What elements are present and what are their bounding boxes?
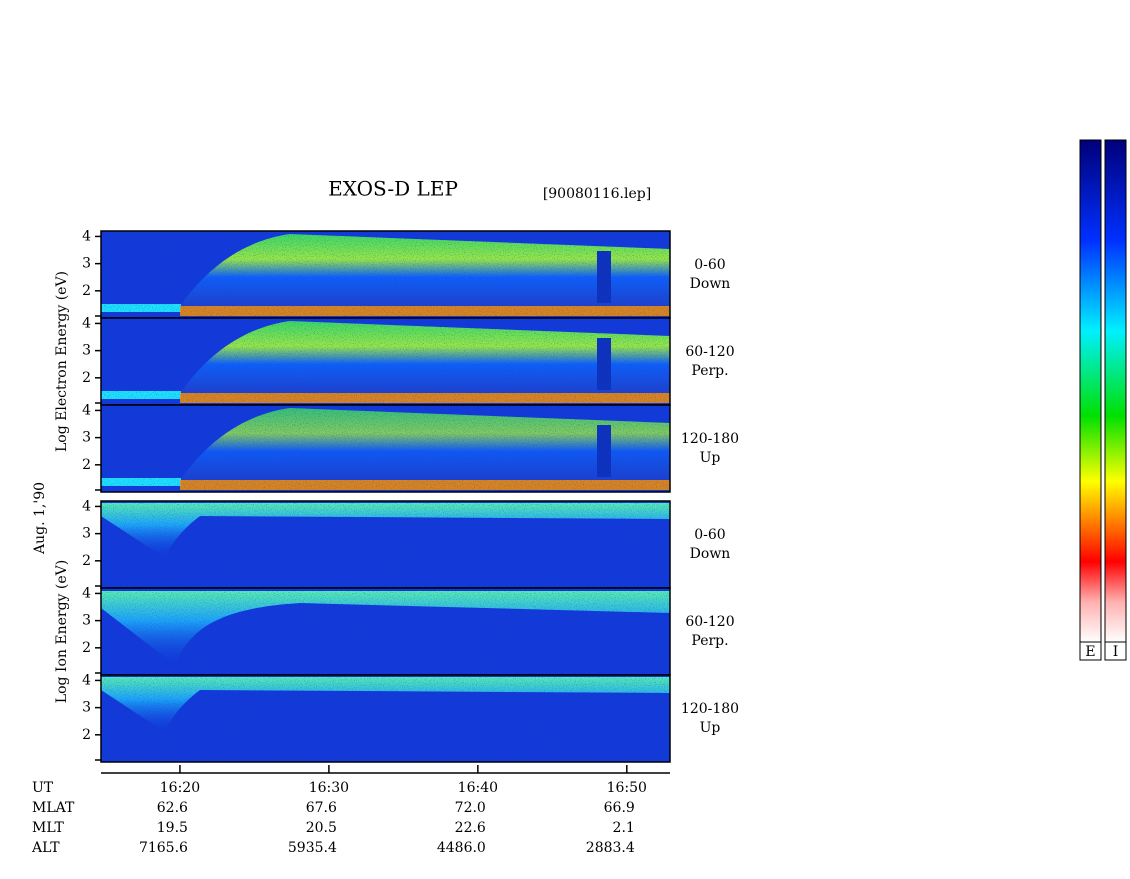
y-axis-label: Log Ion Energy (eV) [54, 560, 70, 703]
spectrogram-panel: 2 3 4 [82, 315, 671, 406]
panel-pitch-label: 120-180 [681, 431, 739, 447]
x-tick-label: 16:50 [607, 780, 647, 796]
panel-frame [100, 404, 671, 493]
spectrogram-panel: 2 3 4 [82, 228, 671, 319]
spectrogram-panel: 2 3 4 [82, 585, 671, 676]
chart-title: EXOS-D LEP [328, 177, 458, 201]
y-tick-label: 3 [82, 256, 91, 272]
noise-overlay [101, 231, 670, 318]
y-tick-label: 4 [82, 585, 91, 601]
colorbar-electron [1079, 139, 1102, 643]
panel-pitch-label: 60-120 [685, 344, 734, 360]
y-tick-label: 4 [82, 672, 91, 688]
y-tick-label: 2 [82, 553, 91, 569]
noise-overlay [101, 588, 670, 675]
panel-direction-label: Down [690, 546, 731, 562]
ephemeris-value: 72.0 [455, 800, 486, 816]
ephemeris-value: 20.5 [306, 820, 337, 836]
colorbars: E I [1079, 139, 1127, 661]
y-tick-label: 4 [82, 402, 91, 418]
y-tick-label: 3 [82, 343, 91, 359]
panel-direction-label: Up [700, 720, 721, 736]
y-axis-label: Log Electron Energy (eV) [54, 271, 70, 452]
x-axis-label: UT [32, 780, 54, 796]
panel-direction-label: Perp. [691, 363, 728, 379]
ephemeris-value: 67.6 [306, 800, 337, 816]
panel-pitch-label: 60-120 [685, 614, 734, 630]
spectrogram-panel: 2 3 4 [82, 402, 671, 493]
y-tick-label: 3 [82, 700, 91, 716]
colorbar-label-box [1079, 641, 1102, 661]
ephemeris-value: 2883.4 [586, 840, 635, 856]
panel-direction-label: Down [690, 276, 731, 292]
noise-overlay [101, 405, 670, 492]
noise-overlay [101, 501, 670, 588]
y-tick-label: 2 [82, 370, 91, 386]
panel-pitch-label: 0-60 [694, 257, 725, 273]
ephemeris-value: 7165.6 [139, 840, 188, 856]
panel-pitch-label: 0-60 [694, 527, 725, 543]
y-tick-label: 4 [82, 498, 91, 514]
ephemeris-value: 66.9 [604, 800, 635, 816]
noise-overlay [101, 318, 670, 405]
colorbar-ion [1104, 139, 1127, 643]
x-tick-label: 16:30 [309, 780, 349, 796]
colorbar-label-box [1104, 641, 1127, 661]
ephemeris-value: 5935.4 [288, 840, 337, 856]
y-tick-label: 3 [82, 430, 91, 446]
y-tick-label: 2 [82, 727, 91, 743]
colorbar-label: E [1085, 644, 1095, 660]
panel-direction-label: Up [700, 450, 721, 466]
x-tick-label: 16:20 [160, 780, 200, 796]
y-tick-label: 4 [82, 315, 91, 331]
ephemeris-value: 2.1 [613, 820, 635, 836]
ephemeris-value: 4486.0 [437, 840, 486, 856]
ephemeris-name: MLAT [32, 800, 75, 816]
date-label: Aug. 1,'90 [32, 482, 48, 555]
colorbar-label: I [1113, 644, 1119, 660]
ephemeris-value: 19.5 [157, 820, 188, 836]
y-tick-label: 4 [82, 228, 91, 244]
panel-direction-label: Perp. [691, 633, 728, 649]
ephemeris-value: 62.6 [157, 800, 188, 816]
ephemeris-value: 22.6 [455, 820, 486, 836]
x-tick-label: 16:40 [458, 780, 498, 796]
noise-overlay [101, 675, 670, 762]
panel-pitch-label: 120-180 [681, 701, 739, 717]
ephemeris-name: MLT [32, 820, 64, 836]
y-tick-label: 2 [82, 640, 91, 656]
y-tick-label: 3 [82, 526, 91, 542]
panel-frame [100, 674, 671, 763]
y-tick-label: 2 [82, 457, 91, 473]
ephemeris-name: ALT [31, 840, 60, 856]
spectrogram-panel: 2 3 4 [82, 498, 671, 589]
spectrogram-panel: 2 3 4 [82, 672, 671, 763]
y-tick-label: 3 [82, 613, 91, 629]
file-name: [90080116.lep] [543, 186, 651, 202]
y-tick-label: 2 [82, 283, 91, 299]
